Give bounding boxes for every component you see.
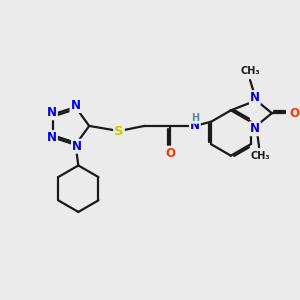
Text: S: S: [114, 124, 124, 137]
Text: N: N: [70, 99, 80, 112]
Text: O: O: [290, 107, 299, 120]
Text: N: N: [72, 140, 82, 153]
Text: H: H: [191, 113, 199, 123]
Text: CH₃: CH₃: [240, 66, 260, 76]
Text: N: N: [190, 119, 200, 132]
Text: O: O: [165, 147, 175, 160]
Text: N: N: [250, 122, 260, 135]
Text: N: N: [250, 91, 260, 104]
Text: CH₃: CH₃: [251, 151, 270, 160]
Text: N: N: [47, 106, 57, 119]
Text: N: N: [47, 131, 57, 144]
